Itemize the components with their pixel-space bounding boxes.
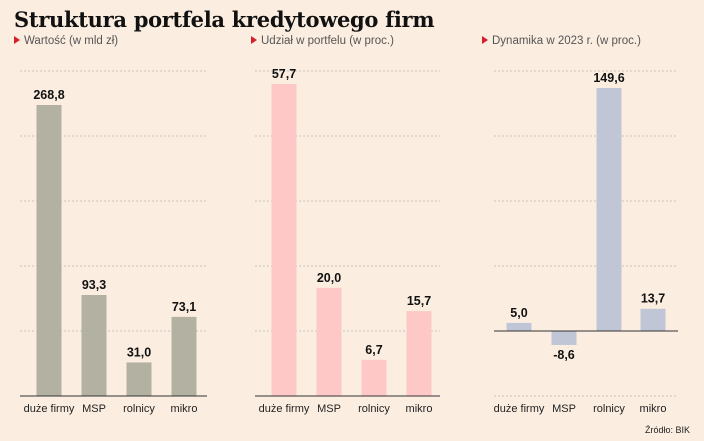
bar	[271, 84, 297, 396]
data-label: 31,0	[127, 345, 151, 359]
data-label: 15,7	[407, 294, 431, 308]
panel-2-label: Udział w portfelu (w proc.)	[251, 35, 394, 47]
category-label: rolnicy	[123, 403, 155, 415]
data-label: 93,3	[82, 278, 106, 292]
category-label: rolnicy	[358, 403, 390, 415]
bar	[640, 308, 666, 331]
source-note: Źródło: BIK	[644, 425, 690, 435]
triangle-marker-icon	[251, 36, 257, 44]
chart-title: Struktura portfela kredytowego firm	[14, 7, 435, 32]
bar	[406, 311, 432, 396]
bar	[316, 287, 342, 396]
triangle-marker-icon	[14, 36, 20, 44]
category-label: duże firmy	[24, 403, 75, 415]
panel-1-title: Wartość (w mld zł)	[24, 35, 119, 47]
category-label: mikro	[171, 403, 198, 415]
data-label: 13,7	[641, 292, 665, 306]
bar	[506, 322, 532, 331]
panel-3-label: Dynamika w 2023 r. (w proc.)	[482, 35, 641, 47]
triangle-marker-icon	[482, 36, 488, 44]
category-label: mikro	[640, 403, 667, 415]
panel-2-title: Udział w portfelu (w proc.)	[261, 35, 394, 47]
data-label: 20,0	[317, 271, 341, 285]
data-label: 268,8	[33, 88, 64, 102]
panel-3-title: Dynamika w 2023 r. (w proc.)	[492, 35, 641, 47]
data-label: 6,7	[365, 343, 382, 357]
data-label: -8,6	[553, 348, 575, 362]
bar	[361, 359, 387, 396]
data-label: 73,1	[172, 300, 196, 314]
bar	[36, 105, 62, 396]
data-label: 149,6	[593, 71, 624, 85]
data-label: 57,7	[272, 67, 296, 81]
bar	[171, 316, 197, 396]
bar	[551, 331, 577, 345]
category-label: duże firmy	[494, 403, 545, 415]
category-label: MSP	[317, 403, 341, 415]
category-label: mikro	[406, 403, 433, 415]
category-label: MSP	[552, 403, 576, 415]
category-label: MSP	[82, 403, 106, 415]
bar	[596, 88, 622, 331]
category-label: duże firmy	[259, 403, 310, 415]
bar	[126, 362, 152, 396]
bar	[81, 294, 107, 396]
category-label: rolnicy	[593, 403, 625, 415]
data-label: 5,0	[510, 306, 527, 320]
panel-1-label: Wartość (w mld zł)	[14, 35, 118, 47]
